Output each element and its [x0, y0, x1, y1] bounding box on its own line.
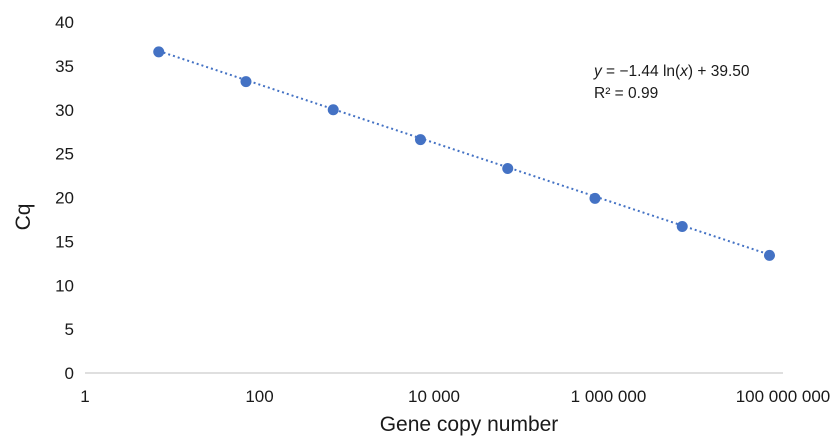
x-tick-label: 100 [245, 387, 273, 406]
equation-x-var: x [679, 63, 689, 80]
y-axis-ticks: 0 5 10 15 20 25 30 35 40 [55, 13, 74, 383]
data-point [763, 249, 775, 261]
data-point [327, 104, 339, 116]
y-tick-label: 35 [55, 57, 74, 76]
data-point [589, 192, 601, 204]
data-point [414, 134, 426, 146]
y-axis-title: Cq [12, 204, 35, 231]
y-tick-label: 25 [55, 145, 74, 164]
x-axis-title: Gene copy number [380, 413, 559, 436]
data-point [240, 76, 252, 88]
x-axis-ticks: 1 100 10 000 1 000 000 100 000 000 [80, 387, 830, 406]
data-point [676, 220, 688, 232]
data-point [153, 46, 165, 58]
y-tick-label: 20 [55, 189, 74, 208]
y-tick-label: 5 [65, 320, 74, 339]
x-tick-label: 1 000 000 [571, 387, 647, 406]
y-tick-label: 40 [55, 13, 74, 32]
x-tick-label: 100 000 000 [736, 387, 831, 406]
equation-end: ) + 39.50 [688, 63, 750, 80]
equation-mid: = −1.44 ln( [602, 63, 681, 80]
y-tick-label: 15 [55, 232, 74, 251]
y-tick-label: 30 [55, 101, 74, 120]
data-point [502, 163, 514, 175]
x-tick-label: 1 [80, 387, 89, 406]
trendline [158, 50, 770, 256]
trendline-equation: y = −1.44 ln(x) + 39.50 [593, 63, 750, 80]
data-points [153, 46, 775, 261]
r-squared-label: R² = 0.99 [594, 85, 658, 102]
y-tick-label: 10 [55, 276, 74, 295]
x-tick-label: 10 000 [408, 387, 460, 406]
equation-y-var: y [593, 63, 603, 80]
y-tick-label: 0 [65, 364, 74, 383]
